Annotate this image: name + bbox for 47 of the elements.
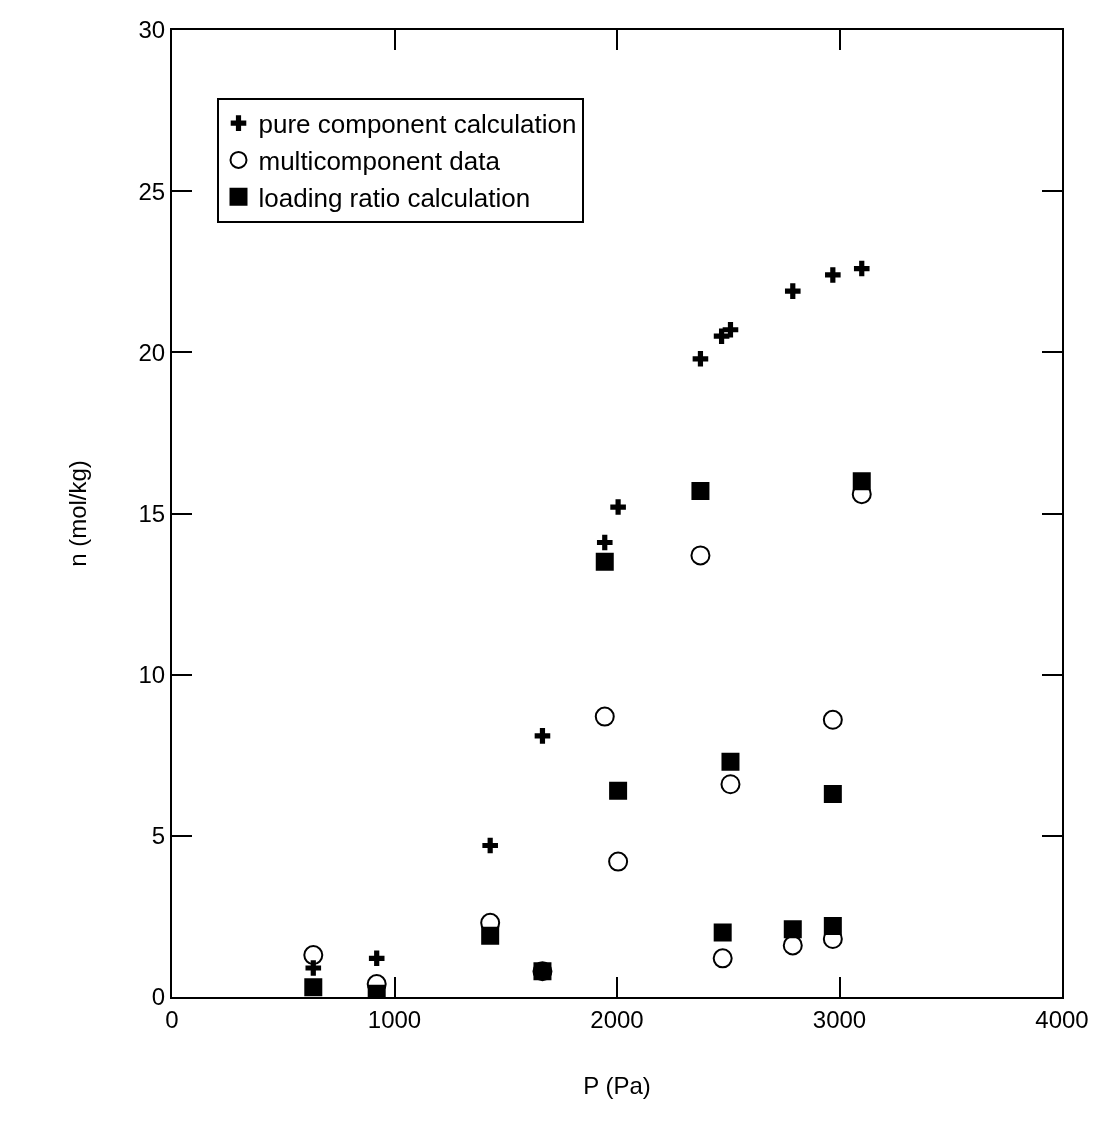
point: [692, 350, 709, 367]
point: [305, 960, 322, 976]
y-tick-label: 5: [151, 822, 166, 850]
point: [690, 545, 711, 566]
point: [823, 784, 842, 803]
legend-label: loading ratio calculation: [258, 182, 531, 213]
point: [852, 472, 871, 491]
point: [720, 774, 741, 795]
point: [596, 534, 613, 551]
point: [823, 917, 842, 936]
point: [825, 267, 841, 283]
point: [304, 978, 323, 997]
point: [721, 752, 740, 771]
y-tick-label: 10: [138, 661, 166, 689]
point: [609, 781, 628, 800]
point: [691, 481, 710, 500]
y-tick-label: 15: [138, 499, 166, 527]
point: [782, 935, 803, 956]
point: [482, 837, 498, 854]
point: [534, 728, 551, 744]
point: [595, 552, 614, 571]
point: [303, 945, 324, 966]
point: [784, 283, 801, 299]
x-tick-label: 3000: [812, 1005, 867, 1033]
x-tick-label: 4000: [1035, 1005, 1089, 1033]
point: [608, 851, 629, 872]
point: [594, 706, 615, 727]
point: [610, 499, 626, 515]
point: [713, 328, 730, 345]
legend-label: multicomponent data: [258, 146, 501, 177]
y-tick-label: 0: [151, 983, 166, 1011]
y-tick-label: 20: [138, 338, 166, 366]
x-tick-label: 1000: [367, 1005, 422, 1033]
point: [481, 926, 500, 945]
point: [822, 709, 843, 730]
point: [713, 923, 732, 942]
y-tick-label: 25: [138, 177, 166, 205]
point: [783, 920, 802, 939]
point: [712, 948, 733, 969]
y-axis-title: n (mol/kg): [64, 460, 92, 567]
x-axis-title: P (Pa): [583, 1071, 651, 1099]
point: [368, 950, 385, 967]
point: [853, 260, 870, 277]
y-tick-label: 30: [138, 16, 166, 44]
x-tick-label: 2000: [590, 1005, 644, 1033]
legend-label: pure component calculation: [258, 109, 577, 140]
point: [722, 321, 739, 338]
